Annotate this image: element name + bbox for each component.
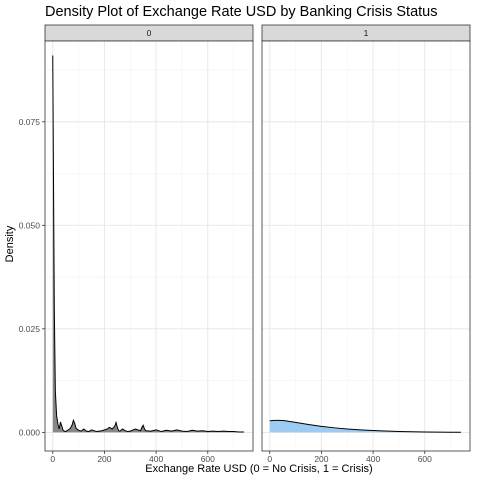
y-axis: 0.000 0.025 0.050 0.075: [19, 117, 45, 438]
chart-title: Density Plot of Exchange Rate USD by Ban…: [45, 4, 437, 20]
y-tick-label: 0.025: [19, 324, 41, 334]
panel-0: 00200400600: [45, 25, 253, 464]
x-tick-label: 200: [97, 454, 111, 464]
x-tick-label: 600: [418, 454, 432, 464]
y-tick-label: 0.000: [19, 427, 41, 437]
y-axis-title: Density: [4, 225, 16, 262]
panel-background: [45, 41, 253, 451]
panel-background: [262, 41, 470, 451]
panels: 0020040060010200400600: [45, 25, 470, 464]
y-tick-label: 0.050: [19, 220, 41, 230]
facet-strip-label: 1: [364, 28, 369, 38]
y-tick-label: 0.075: [19, 117, 41, 127]
x-axis-title: Exchange Rate USD (0 = No Crisis, 1 = Cr…: [145, 463, 372, 475]
panel-1: 10200400600: [262, 25, 470, 464]
x-tick-label: 0: [50, 454, 55, 464]
facet-strip-label: 0: [147, 28, 152, 38]
